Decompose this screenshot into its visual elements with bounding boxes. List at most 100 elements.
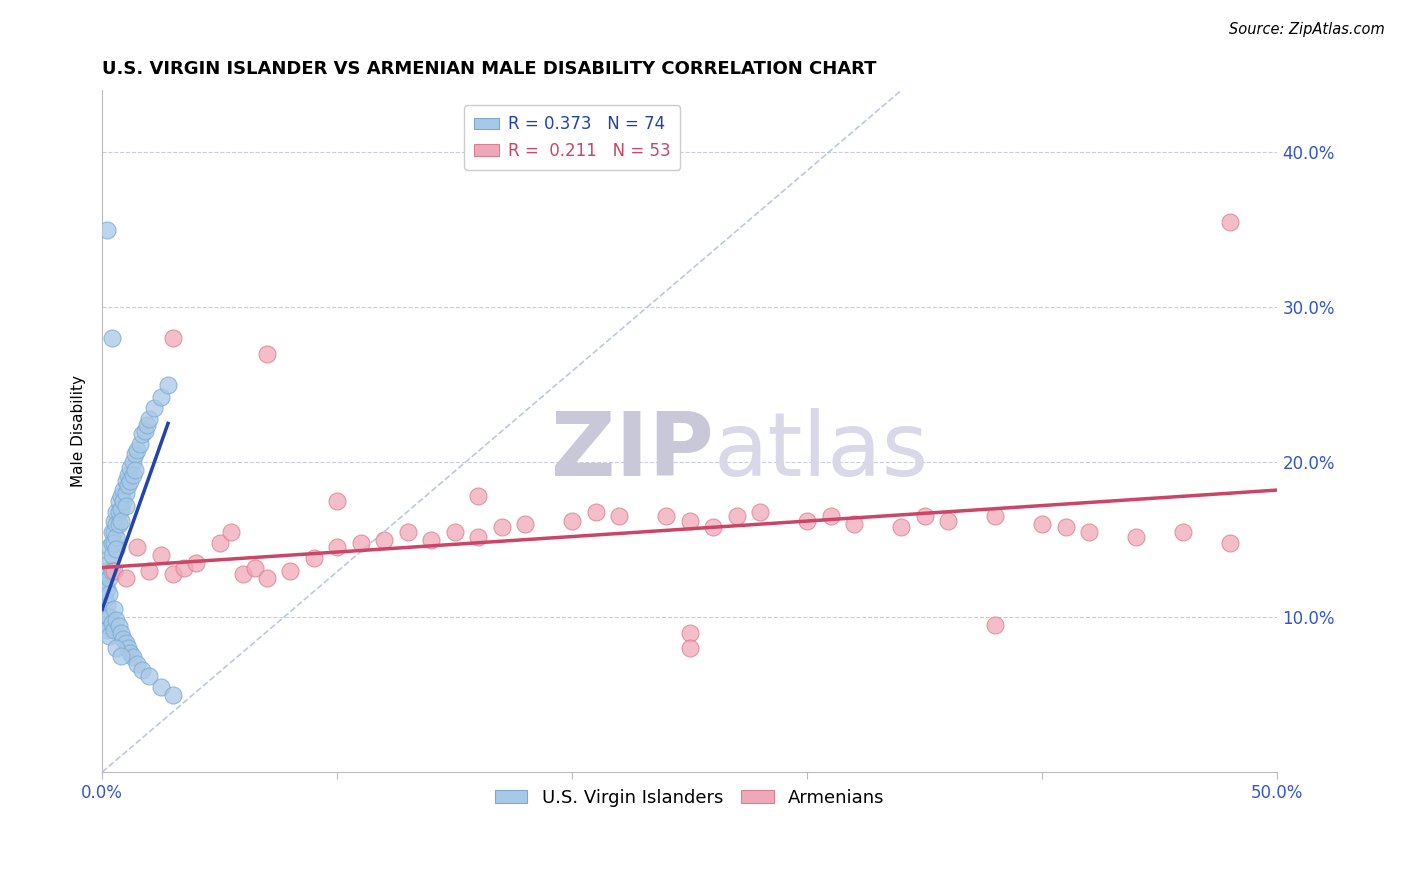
Point (128, 436, 150, 450)
Point (105, 517, 128, 532)
Point (100, 535, 122, 549)
Point (105, 641, 128, 656)
Point (561, 514, 583, 528)
Point (984, 509, 1007, 524)
Point (221, 524, 243, 539)
Point (98, 556, 121, 570)
Point (120, 461, 142, 475)
Point (1125, 530, 1147, 544)
Point (110, 648, 132, 663)
Point (112, 483, 135, 497)
Point (844, 517, 866, 532)
Point (124, 463, 146, 477)
Point (138, 411, 160, 425)
Point (96, 623, 118, 637)
Point (278, 564, 301, 578)
Point (1219, 535, 1241, 549)
Point (120, 474, 142, 488)
Point (173, 560, 195, 574)
Point (100, 524, 122, 539)
Point (256, 347, 278, 361)
Point (149, 548, 172, 562)
Point (112, 494, 135, 508)
Point (162, 688, 184, 702)
Point (350, 535, 373, 549)
Point (243, 560, 266, 574)
Point (679, 641, 702, 656)
Point (607, 509, 630, 524)
Point (93, 564, 115, 578)
Point (114, 571, 136, 585)
Point (1219, 215, 1241, 229)
Point (103, 602, 125, 616)
Point (105, 505, 128, 519)
Point (103, 623, 125, 637)
Point (98, 587, 121, 601)
Point (679, 514, 702, 528)
Point (105, 530, 128, 544)
Point (149, 390, 172, 404)
Point (749, 505, 772, 519)
Point (93, 591, 115, 606)
Point (117, 641, 139, 656)
Point (134, 424, 156, 438)
Point (679, 625, 702, 640)
Point (256, 571, 278, 585)
Point (120, 646, 142, 660)
Text: U.S. VIRGIN ISLANDER VS ARMENIAN MALE DISABILITY CORRELATION CHART: U.S. VIRGIN ISLANDER VS ARMENIAN MALE DI… (103, 60, 877, 78)
Point (114, 499, 136, 513)
Point (110, 514, 132, 528)
Point (103, 535, 125, 549)
Point (98, 571, 121, 585)
Point (515, 517, 537, 532)
Legend: U.S. Virgin Islanders, Armenians: U.S. Virgin Islanders, Armenians (488, 781, 891, 814)
Point (124, 447, 146, 461)
Point (796, 514, 818, 528)
Point (1078, 524, 1101, 539)
Point (114, 636, 136, 650)
Point (142, 401, 165, 415)
Point (914, 509, 936, 524)
Point (93, 579, 115, 593)
Point (100, 616, 122, 631)
Point (186, 556, 208, 570)
Point (302, 551, 325, 566)
Point (131, 427, 153, 442)
Point (725, 509, 748, 524)
Point (1173, 524, 1195, 539)
Point (127, 442, 149, 457)
Point (121, 455, 143, 469)
Point (107, 494, 129, 508)
Point (585, 505, 607, 519)
Point (98, 610, 121, 624)
Point (326, 494, 349, 508)
Point (110, 625, 132, 640)
Point (103, 564, 125, 578)
Point (110, 501, 132, 516)
Point (100, 564, 122, 578)
Point (232, 566, 254, 581)
Point (117, 467, 139, 482)
Point (93, 618, 115, 632)
Point (396, 524, 419, 539)
Text: ZIP: ZIP (551, 409, 713, 495)
Point (100, 548, 122, 562)
Point (138, 564, 160, 578)
Point (121, 650, 143, 665)
Point (112, 632, 135, 646)
Point (96, 566, 118, 581)
Point (96, 610, 118, 624)
Point (157, 377, 180, 392)
Point (702, 520, 724, 534)
Point (491, 520, 513, 534)
Text: Source: ZipAtlas.com: Source: ZipAtlas.com (1229, 22, 1385, 37)
Point (105, 613, 128, 627)
Point (162, 331, 184, 345)
Point (936, 514, 959, 528)
Point (1031, 517, 1053, 532)
Point (135, 417, 157, 432)
Point (443, 524, 465, 539)
Point (96, 582, 118, 597)
Point (103, 514, 125, 528)
Point (1054, 520, 1077, 534)
